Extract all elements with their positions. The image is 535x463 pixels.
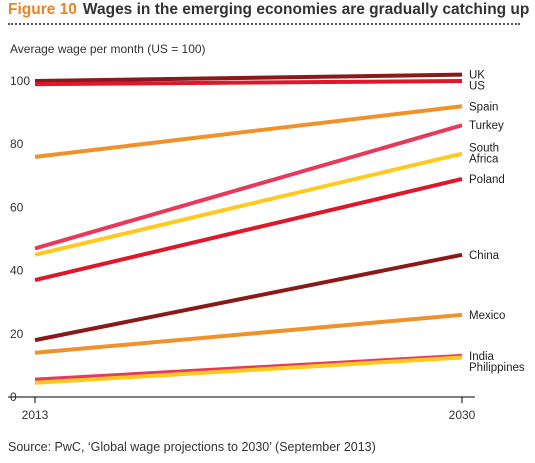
figure-label: Figure 10 bbox=[8, 1, 77, 18]
series-label-uk: UK bbox=[469, 70, 485, 82]
y-tick-label: 80 bbox=[10, 137, 24, 151]
y-tick-label: 0 bbox=[10, 390, 17, 404]
series-label-line: Poland bbox=[469, 174, 505, 186]
series-label-line: Mexico bbox=[469, 310, 505, 322]
series-label-us: US bbox=[469, 81, 485, 93]
y-tick-label: 40 bbox=[10, 264, 24, 278]
x-tick-label: 2013 bbox=[22, 408, 49, 422]
series-line-china bbox=[34, 252, 463, 343]
series-label-line: UK bbox=[469, 70, 485, 82]
series-label-line: India bbox=[469, 351, 495, 363]
series-label-mexico: Mexico bbox=[469, 310, 505, 322]
series-label-turkey: Turkey bbox=[469, 120, 504, 132]
y-tick-label: 60 bbox=[10, 200, 24, 214]
series-line-turkey bbox=[34, 123, 463, 251]
series-label-south-africa: South Africa bbox=[469, 143, 499, 166]
series-label-line: Spain bbox=[469, 101, 498, 113]
series-label-line: South bbox=[469, 143, 499, 155]
series-label-line: Africa bbox=[469, 154, 499, 166]
y-axis-label: Average wage per month (US = 100) bbox=[10, 42, 206, 56]
series-label-line: US bbox=[469, 81, 485, 93]
series-label-poland: Poland bbox=[469, 174, 505, 186]
series-line-us bbox=[34, 79, 463, 87]
title-divider bbox=[8, 23, 520, 25]
series-line-spain bbox=[34, 104, 463, 159]
series-label-line: China bbox=[469, 250, 500, 262]
series-line-uk bbox=[34, 72, 463, 83]
series-line-philippines bbox=[34, 355, 463, 385]
figure-title: Figure 10 Wages in the emerging economies… bbox=[8, 1, 529, 19]
source-note: Source: PwC, ‘Global wage projections to… bbox=[8, 440, 376, 454]
series-line-poland bbox=[34, 177, 463, 283]
series-label-india: India bbox=[469, 351, 495, 363]
series-label-line: Philippines bbox=[469, 362, 525, 374]
series-label-philippines: Philippines bbox=[469, 362, 525, 374]
x-tick-label: 2030 bbox=[449, 408, 476, 422]
series-line-mexico bbox=[34, 312, 463, 355]
series-label-spain: Spain bbox=[469, 101, 498, 113]
series-line-south-africa bbox=[34, 151, 463, 257]
series-lines bbox=[34, 72, 463, 385]
y-tick-label: 100 bbox=[10, 74, 30, 88]
figure-title-text: Wages in the emerging economies are grad… bbox=[82, 1, 530, 18]
series-label-line: Turkey bbox=[469, 120, 504, 132]
series-label-china: China bbox=[469, 250, 500, 262]
y-tick-label: 20 bbox=[10, 327, 24, 341]
axes: 2013 2030 0 20 40 60 80 100 bbox=[8, 74, 476, 422]
